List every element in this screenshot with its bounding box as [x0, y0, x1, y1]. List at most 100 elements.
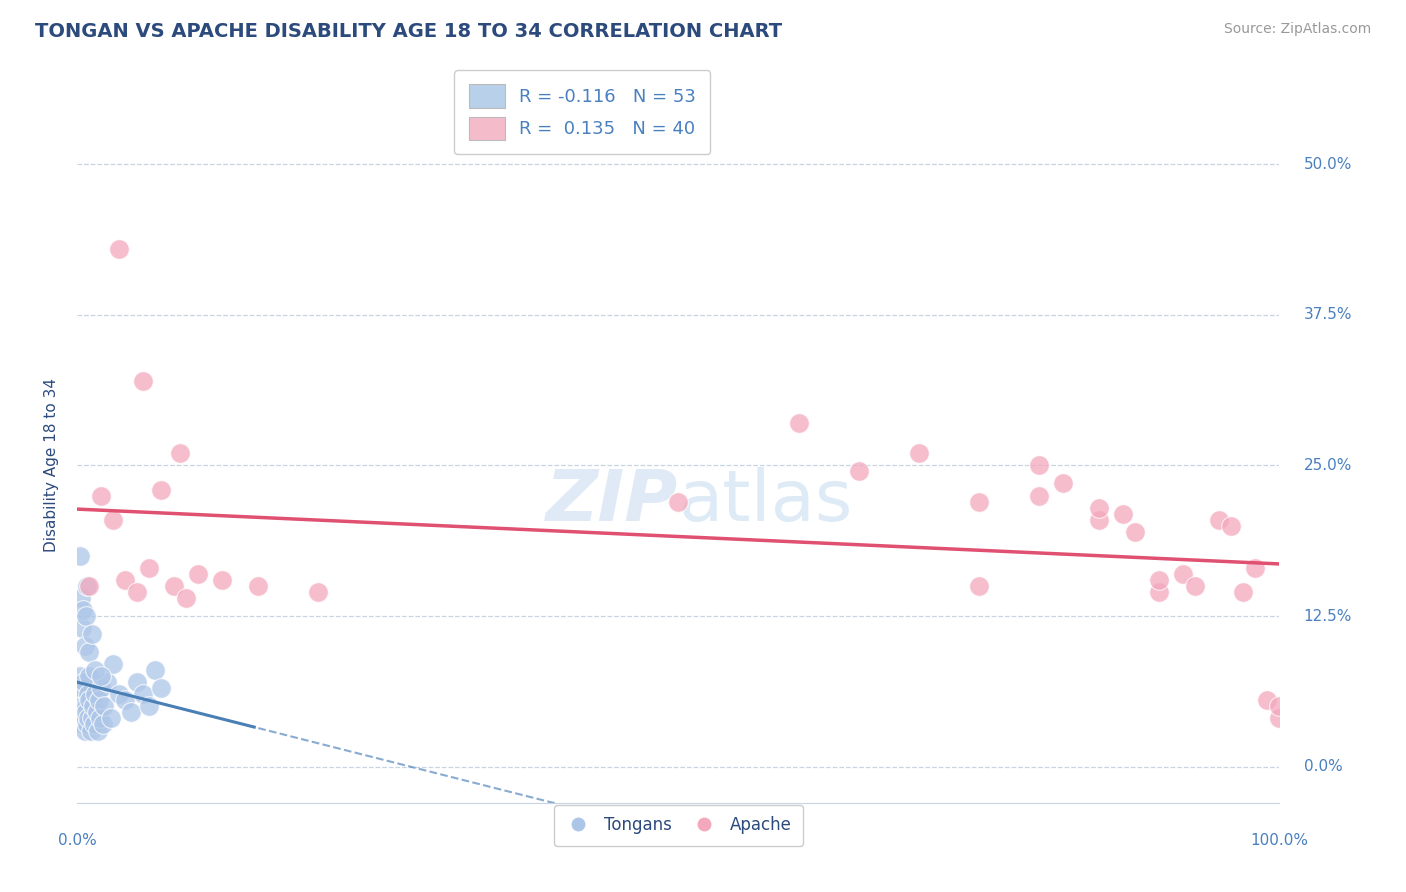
Point	[76, 579, 98, 593]
Point	[72, 603, 94, 617]
Point	[120, 706, 142, 720]
Point	[70, 621, 93, 635]
Point	[127, 585, 149, 599]
Point	[90, 669, 112, 683]
Point	[127, 675, 149, 690]
Point	[1208, 513, 1230, 527]
Point	[1184, 579, 1206, 593]
Point	[79, 723, 101, 738]
Point	[73, 711, 96, 725]
Point	[307, 585, 329, 599]
Point	[1123, 524, 1146, 539]
Point	[77, 693, 100, 707]
Text: atlas: atlas	[679, 467, 853, 536]
Point	[169, 446, 191, 460]
Point	[186, 566, 209, 581]
Point	[967, 494, 990, 508]
Point	[84, 663, 107, 677]
Point	[89, 711, 111, 725]
Point	[108, 242, 131, 256]
Point	[70, 681, 93, 696]
Point	[1268, 699, 1291, 714]
Point	[70, 706, 93, 720]
Point	[114, 693, 136, 707]
Point	[138, 699, 160, 714]
Point	[848, 465, 870, 479]
Point	[83, 717, 105, 731]
Text: 0.0%: 0.0%	[1303, 759, 1343, 774]
Point	[70, 591, 93, 605]
Point	[668, 494, 690, 508]
Point	[69, 687, 91, 701]
Point	[93, 699, 115, 714]
Point	[79, 669, 101, 683]
Text: Source: ZipAtlas.com: Source: ZipAtlas.com	[1223, 22, 1371, 37]
Point	[76, 717, 98, 731]
Point	[77, 711, 100, 725]
Point	[75, 706, 97, 720]
Text: 0.0%: 0.0%	[58, 833, 97, 848]
Point	[1232, 585, 1254, 599]
Point	[75, 609, 97, 624]
Text: 12.5%: 12.5%	[1303, 608, 1353, 624]
Point	[132, 374, 155, 388]
Point	[132, 687, 155, 701]
Point	[1220, 518, 1243, 533]
Point	[967, 579, 990, 593]
Point	[90, 681, 112, 696]
Point	[100, 711, 122, 725]
Point	[80, 711, 103, 725]
Text: ZIP: ZIP	[546, 467, 679, 536]
Text: 100.0%: 100.0%	[1250, 833, 1309, 848]
Point	[87, 723, 110, 738]
Point	[90, 489, 112, 503]
Point	[73, 639, 96, 653]
Point	[246, 579, 269, 593]
Point	[67, 699, 90, 714]
Point	[1052, 476, 1074, 491]
Point	[103, 513, 125, 527]
Point	[1028, 458, 1050, 473]
Point	[1149, 573, 1171, 587]
Point	[80, 627, 103, 641]
Point	[787, 416, 810, 430]
Point	[91, 717, 114, 731]
Point	[75, 699, 97, 714]
Point	[150, 681, 173, 696]
Point	[73, 675, 96, 690]
Point	[162, 579, 184, 593]
Point	[1173, 566, 1195, 581]
Point	[103, 657, 125, 672]
Point	[69, 669, 91, 683]
Point	[67, 711, 90, 725]
Point	[108, 687, 131, 701]
Point	[138, 561, 160, 575]
Point	[1028, 489, 1050, 503]
Point	[1149, 585, 1171, 599]
Point	[72, 717, 94, 731]
Point	[145, 663, 167, 677]
Point	[1088, 500, 1111, 515]
Point	[96, 675, 118, 690]
Point	[114, 573, 136, 587]
Point	[174, 591, 197, 605]
Point	[72, 699, 94, 714]
Point	[908, 446, 931, 460]
Text: Disability Age 18 to 34: Disability Age 18 to 34	[45, 378, 59, 552]
Point	[79, 645, 101, 659]
Text: 50.0%: 50.0%	[1303, 157, 1353, 171]
Point	[69, 549, 91, 563]
Point	[84, 687, 107, 701]
Point	[150, 483, 173, 497]
Point	[86, 706, 108, 720]
Point	[1244, 561, 1267, 575]
Point	[87, 693, 110, 707]
Text: 25.0%: 25.0%	[1303, 458, 1353, 473]
Text: 37.5%: 37.5%	[1303, 307, 1353, 322]
Legend: Tongans, Apache: Tongans, Apache	[554, 805, 803, 846]
Point	[75, 723, 97, 738]
Point	[82, 699, 104, 714]
Point	[1112, 507, 1135, 521]
Point	[79, 579, 101, 593]
Point	[1268, 711, 1291, 725]
